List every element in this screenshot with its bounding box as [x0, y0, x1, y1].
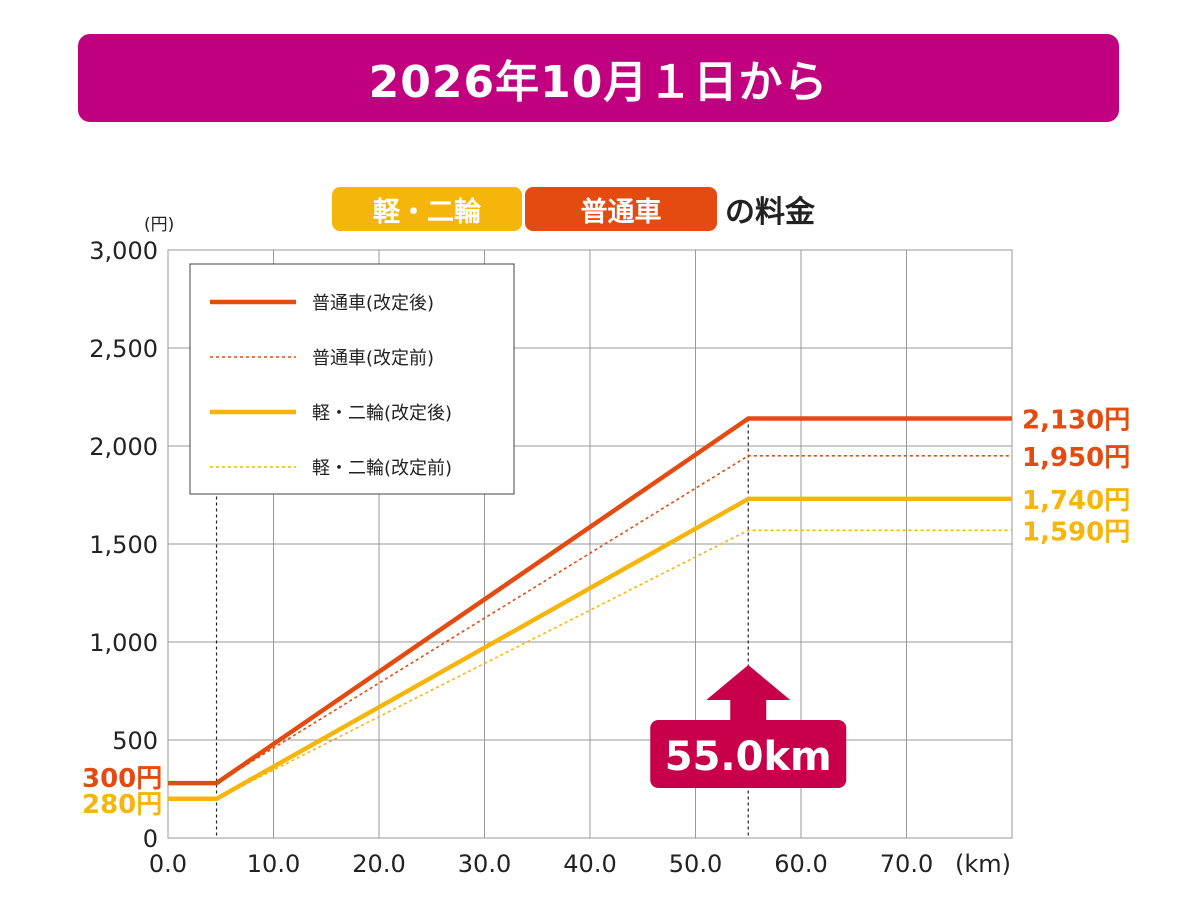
y-unit-label: (円) — [144, 215, 174, 235]
end-value-label: 1,950円 — [1022, 443, 1130, 473]
x-unit-label: (km) — [955, 850, 1011, 878]
end-value-label: 1,590円 — [1022, 517, 1130, 547]
x-tick-label: 60.0 — [774, 850, 827, 878]
x-tick-label: 50.0 — [669, 850, 722, 878]
y-tick-label: 2,000 — [89, 433, 158, 461]
chart-subtitle: 軽・二輪 普通車 の料金 — [332, 186, 815, 232]
futsu-pill: 普通車 — [525, 187, 717, 231]
subtitle-suffix: の料金 — [725, 195, 815, 230]
callout-box — [650, 720, 847, 788]
title-banner: 2026年10月１日から — [78, 34, 1119, 122]
kei-pill: 軽・二輪 — [332, 187, 522, 231]
series-line — [168, 416, 1012, 786]
end-value-label: 1,740円 — [1022, 486, 1130, 516]
y-tick-label: 500 — [112, 727, 158, 755]
x-tick-label: 30.0 — [458, 850, 511, 878]
end-value-label: 2,130円 — [1022, 406, 1130, 436]
x-tick-label: 10.0 — [247, 850, 300, 878]
x-tick-label: 40.0 — [563, 850, 616, 878]
y-tick-label: 1,500 — [89, 531, 158, 559]
x-tick-label: 70.0 — [880, 850, 933, 878]
y-tick-label: 0 — [143, 825, 158, 853]
x-tick-label: 20.0 — [352, 850, 405, 878]
series-line — [216, 529, 1012, 800]
callout-label: 55.0km — [665, 734, 832, 780]
legend-label: 普通車(改定後) — [312, 293, 434, 314]
x-tick-label: 0.0 — [149, 850, 187, 878]
series-line — [216, 454, 1012, 784]
legend-label: 軽・二輪(改定前) — [312, 458, 452, 479]
start-value-label: 300円 — [82, 764, 162, 794]
y-tick-label: 1,000 — [89, 629, 158, 657]
legend-label: 軽・二輪(改定後) — [312, 403, 452, 424]
legend-label: 普通車(改定前) — [312, 348, 434, 369]
series-line — [168, 496, 1012, 802]
start-value-label: 280円 — [82, 790, 162, 820]
y-tick-label: 3,000 — [89, 237, 158, 265]
y-tick-label: 2,500 — [89, 335, 158, 363]
callout-arrow — [706, 665, 791, 724]
